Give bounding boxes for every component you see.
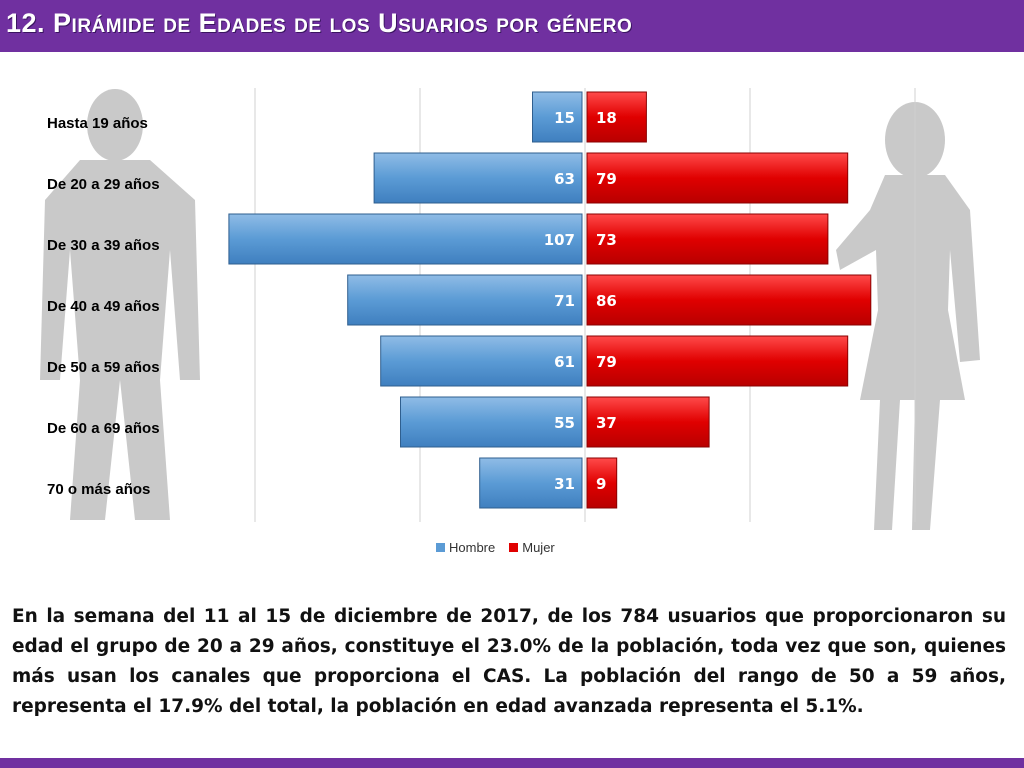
data-label-hombre: 61 <box>554 353 575 371</box>
category-label: De 50 a 59 años <box>47 359 160 376</box>
category-label: De 20 a 29 años <box>47 176 160 193</box>
bar-hombre <box>347 274 583 326</box>
bar-mujer <box>586 152 849 204</box>
summary-paragraph: En la semana del 11 al 15 de diciembre d… <box>12 606 1006 717</box>
legend-swatch-hombre <box>436 543 445 552</box>
data-label-mujer: 37 <box>596 414 617 432</box>
data-label-mujer: 9 <box>596 475 606 493</box>
page-title: 12. Pirámide de Edades de los Usuarios p… <box>6 8 633 38</box>
data-label-hombre: 71 <box>554 292 575 310</box>
bar-hombre <box>380 335 583 387</box>
data-label-hombre: 31 <box>554 475 575 493</box>
category-label: De 40 a 49 años <box>47 298 160 315</box>
title-bar: 12. Pirámide de Edades de los Usuarios p… <box>0 0 1024 52</box>
category-label: De 30 a 39 años <box>47 237 160 254</box>
category-label: 70 o más años <box>47 481 150 498</box>
bar-hombre <box>228 213 583 265</box>
data-label-hombre: 15 <box>554 109 575 127</box>
legend-swatch-mujer <box>509 543 519 552</box>
man-silhouette-icon <box>40 89 200 520</box>
bar-mujer <box>586 396 710 448</box>
bar-hombre <box>479 457 583 509</box>
data-label-mujer: 86 <box>596 292 617 310</box>
data-label-mujer: 73 <box>596 231 617 249</box>
legend-item-hombre: Hombre <box>436 540 495 555</box>
legend-label-hombre: Hombre <box>449 540 496 555</box>
data-label-mujer: 18 <box>596 109 617 127</box>
chart-legend: Hombre Mujer <box>436 540 555 555</box>
legend-label-mujer: Mujer <box>522 540 555 555</box>
data-label-hombre: 63 <box>554 170 575 188</box>
bar-mujer <box>586 457 618 509</box>
data-label-mujer: 79 <box>596 170 617 188</box>
bottom-bar <box>0 758 1024 768</box>
data-label-hombre: 107 <box>544 231 575 249</box>
category-label: Hasta 19 años <box>47 115 148 132</box>
bar-hombre <box>373 152 583 204</box>
legend-item-mujer: Mujer <box>509 540 555 555</box>
bar-mujer <box>586 213 829 265</box>
bar-hombre <box>400 396 583 448</box>
bar-hombre <box>532 91 583 143</box>
bar-mujer <box>586 274 872 326</box>
bar-mujer <box>586 91 647 143</box>
category-label: De 60 a 69 años <box>47 420 160 437</box>
bar-mujer <box>586 335 849 387</box>
data-label-mujer: 79 <box>596 353 617 371</box>
data-label-hombre: 55 <box>554 414 575 432</box>
pyramid-chart: Hasta 19 años 15 18 De 20 a 29 años 63 79 De 3… <box>47 88 916 522</box>
